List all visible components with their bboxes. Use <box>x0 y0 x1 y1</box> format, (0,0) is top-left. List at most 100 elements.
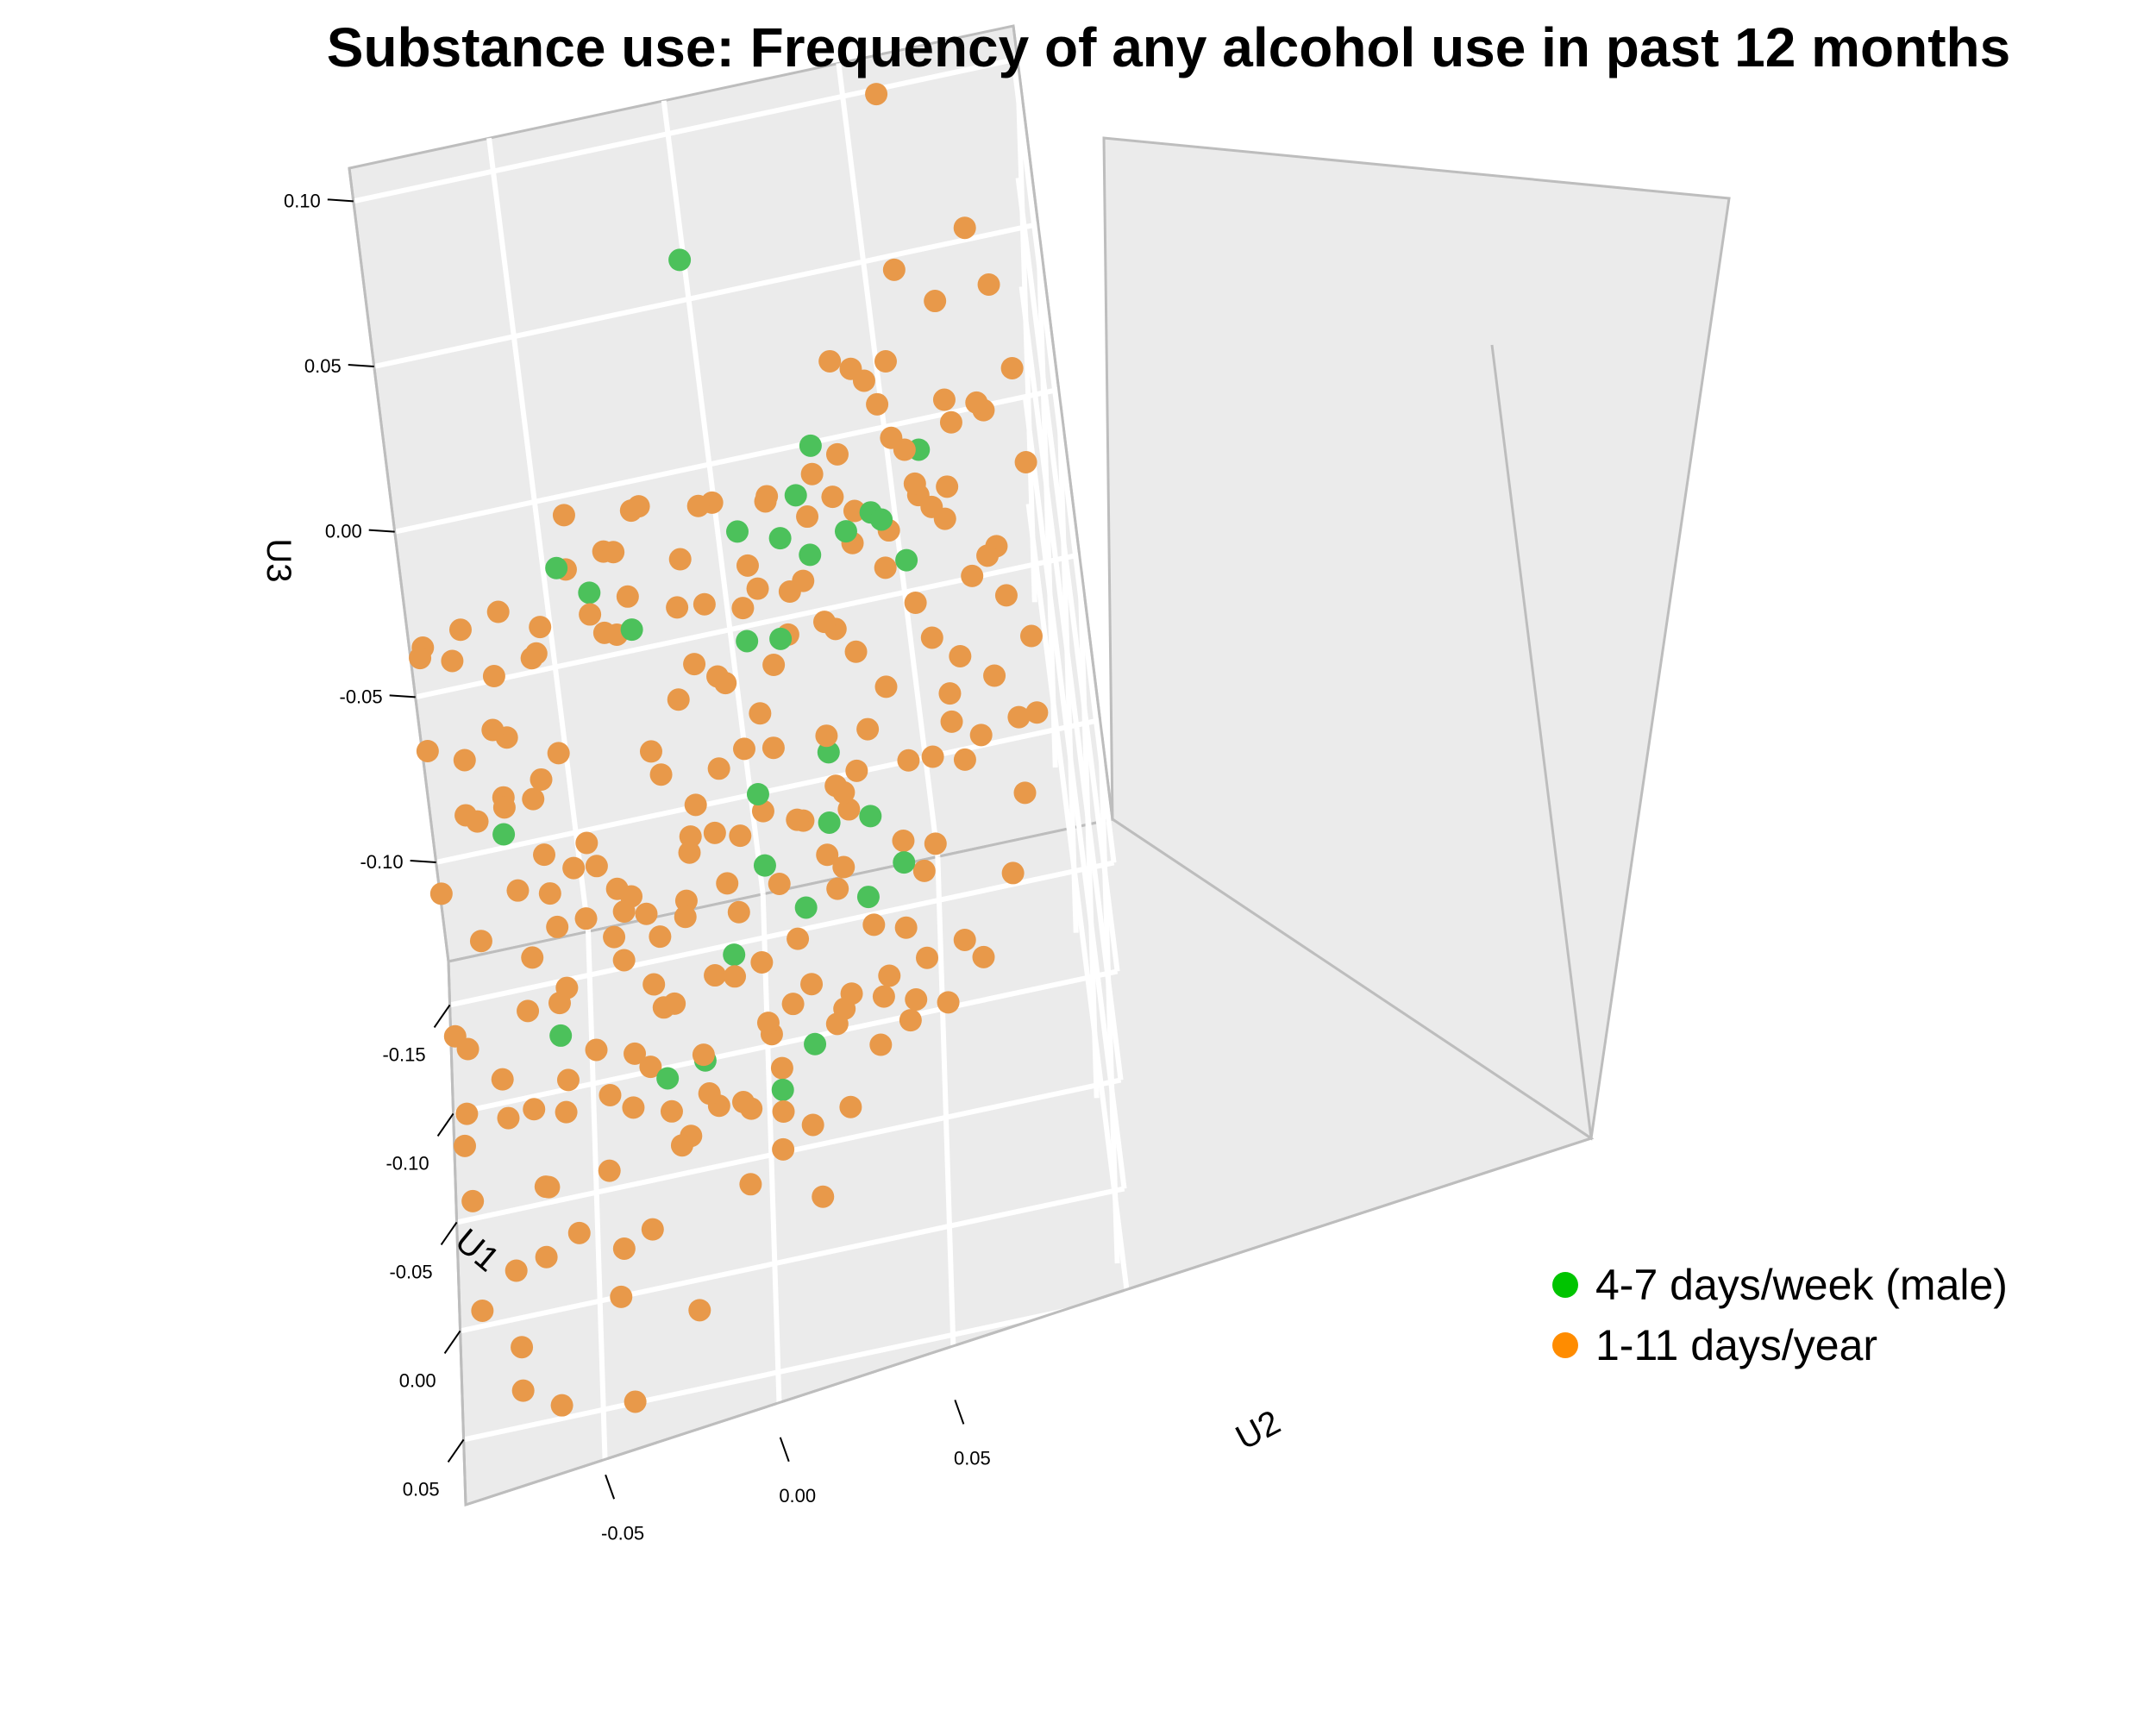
legend: 4-7 days/week (male) 1-11 days/year <box>1552 1255 2008 1375</box>
data-point-yearly <box>749 702 772 725</box>
data-point-yearly <box>732 737 755 761</box>
data-point-male-weekly <box>799 543 822 567</box>
data-point-male-weekly <box>771 1078 794 1101</box>
axis-edge <box>348 167 450 962</box>
grid-line <box>1035 223 1058 768</box>
data-point-yearly <box>612 1237 636 1260</box>
data-point-yearly <box>599 1083 622 1106</box>
data-point-yearly <box>547 742 570 765</box>
data-point-yearly <box>912 859 936 882</box>
grid-line <box>1015 178 1120 972</box>
data-point-yearly <box>521 946 544 969</box>
data-point-yearly <box>1019 624 1043 648</box>
tick-label: -0.10 <box>385 1152 429 1174</box>
data-point-yearly <box>825 1012 849 1036</box>
data-point-yearly <box>704 964 727 987</box>
grid-line <box>373 222 1039 369</box>
data-point-yearly <box>770 1056 793 1080</box>
data-point-yearly <box>724 965 747 988</box>
data-point-male-weekly <box>549 1024 573 1047</box>
data-point-yearly <box>939 410 962 434</box>
axis-tick <box>443 1330 461 1354</box>
data-point-male-weekly <box>620 618 643 642</box>
data-point-yearly <box>688 1299 711 1322</box>
data-point-yearly <box>469 930 492 953</box>
data-point-yearly <box>466 810 489 833</box>
data-point-yearly <box>491 1068 514 1091</box>
chart-title: Substance use: Frequency of any alcohol … <box>326 16 2011 78</box>
data-point-yearly <box>812 1185 835 1208</box>
data-point-yearly <box>731 597 755 620</box>
data-point-yearly <box>762 654 786 677</box>
axis-tick <box>368 529 395 533</box>
data-point-yearly <box>739 1173 762 1196</box>
data-point-yearly <box>678 841 701 864</box>
axis-edge <box>1490 344 1593 1139</box>
data-point-yearly <box>761 736 785 760</box>
data-point-yearly <box>603 925 626 949</box>
data-point-yearly <box>845 759 868 782</box>
data-point-male-weekly <box>578 581 601 605</box>
data-point-yearly <box>548 992 571 1015</box>
data-point-yearly <box>781 993 805 1016</box>
data-point-yearly <box>492 796 516 819</box>
data-point-yearly <box>844 640 868 663</box>
data-point-yearly <box>416 739 439 762</box>
data-point-yearly <box>598 1159 621 1182</box>
data-point-male-weekly <box>859 805 882 828</box>
axis-tick <box>440 1221 458 1245</box>
data-point-yearly <box>905 987 928 1011</box>
data-point-yearly <box>852 369 875 392</box>
data-point-yearly <box>862 913 886 937</box>
data-point-yearly <box>940 710 963 733</box>
data-point-yearly <box>667 688 690 711</box>
legend-swatch-male-weekly <box>1552 1272 1578 1298</box>
tick-label: -0.05 <box>601 1522 644 1544</box>
data-point-male-weekly <box>768 527 792 550</box>
data-point-yearly <box>409 647 432 670</box>
data-point-yearly <box>800 462 824 485</box>
data-point-yearly <box>916 946 939 969</box>
data-point-yearly <box>556 1068 580 1092</box>
data-point-male-weekly <box>736 630 759 653</box>
data-point-yearly <box>920 626 943 649</box>
data-point-male-weekly <box>656 1067 680 1090</box>
data-point-male-weekly <box>668 248 692 272</box>
data-point-yearly <box>453 749 476 772</box>
data-point-yearly <box>969 724 993 747</box>
data-point-yearly <box>768 872 791 895</box>
data-point-male-weekly <box>492 823 516 846</box>
data-point-yearly <box>786 808 809 831</box>
data-point-yearly <box>754 490 777 513</box>
data-point-yearly <box>801 1113 824 1137</box>
data-point-yearly <box>641 1218 664 1241</box>
data-point-yearly <box>1001 861 1025 885</box>
data-point-yearly <box>585 1038 608 1062</box>
data-point-yearly <box>605 877 629 900</box>
data-point-male-weekly <box>746 782 769 805</box>
axis-tick <box>954 1400 965 1425</box>
data-point-yearly <box>1013 781 1037 805</box>
grid-line <box>836 63 941 857</box>
data-point-yearly <box>481 718 505 742</box>
data-point-yearly <box>441 649 464 673</box>
data-point-yearly <box>538 882 561 905</box>
data-point-yearly <box>994 584 1018 607</box>
data-point-yearly <box>585 855 608 878</box>
axis-tick <box>433 1004 451 1028</box>
data-point-yearly <box>972 945 995 968</box>
axis-tick <box>327 198 354 203</box>
data-point-yearly <box>816 843 839 867</box>
data-point-yearly <box>938 682 962 705</box>
data-point-male-weekly <box>723 943 746 967</box>
data-point-male-weekly <box>725 520 749 543</box>
axis-tick <box>779 1437 790 1463</box>
grid-line <box>462 1294 1129 1443</box>
data-point-yearly <box>555 1100 578 1124</box>
data-point-yearly <box>813 611 837 634</box>
data-point-yearly <box>624 1042 647 1065</box>
data-point-yearly <box>837 798 861 821</box>
data-point-male-weekly <box>895 548 918 572</box>
data-point-yearly <box>686 494 710 517</box>
